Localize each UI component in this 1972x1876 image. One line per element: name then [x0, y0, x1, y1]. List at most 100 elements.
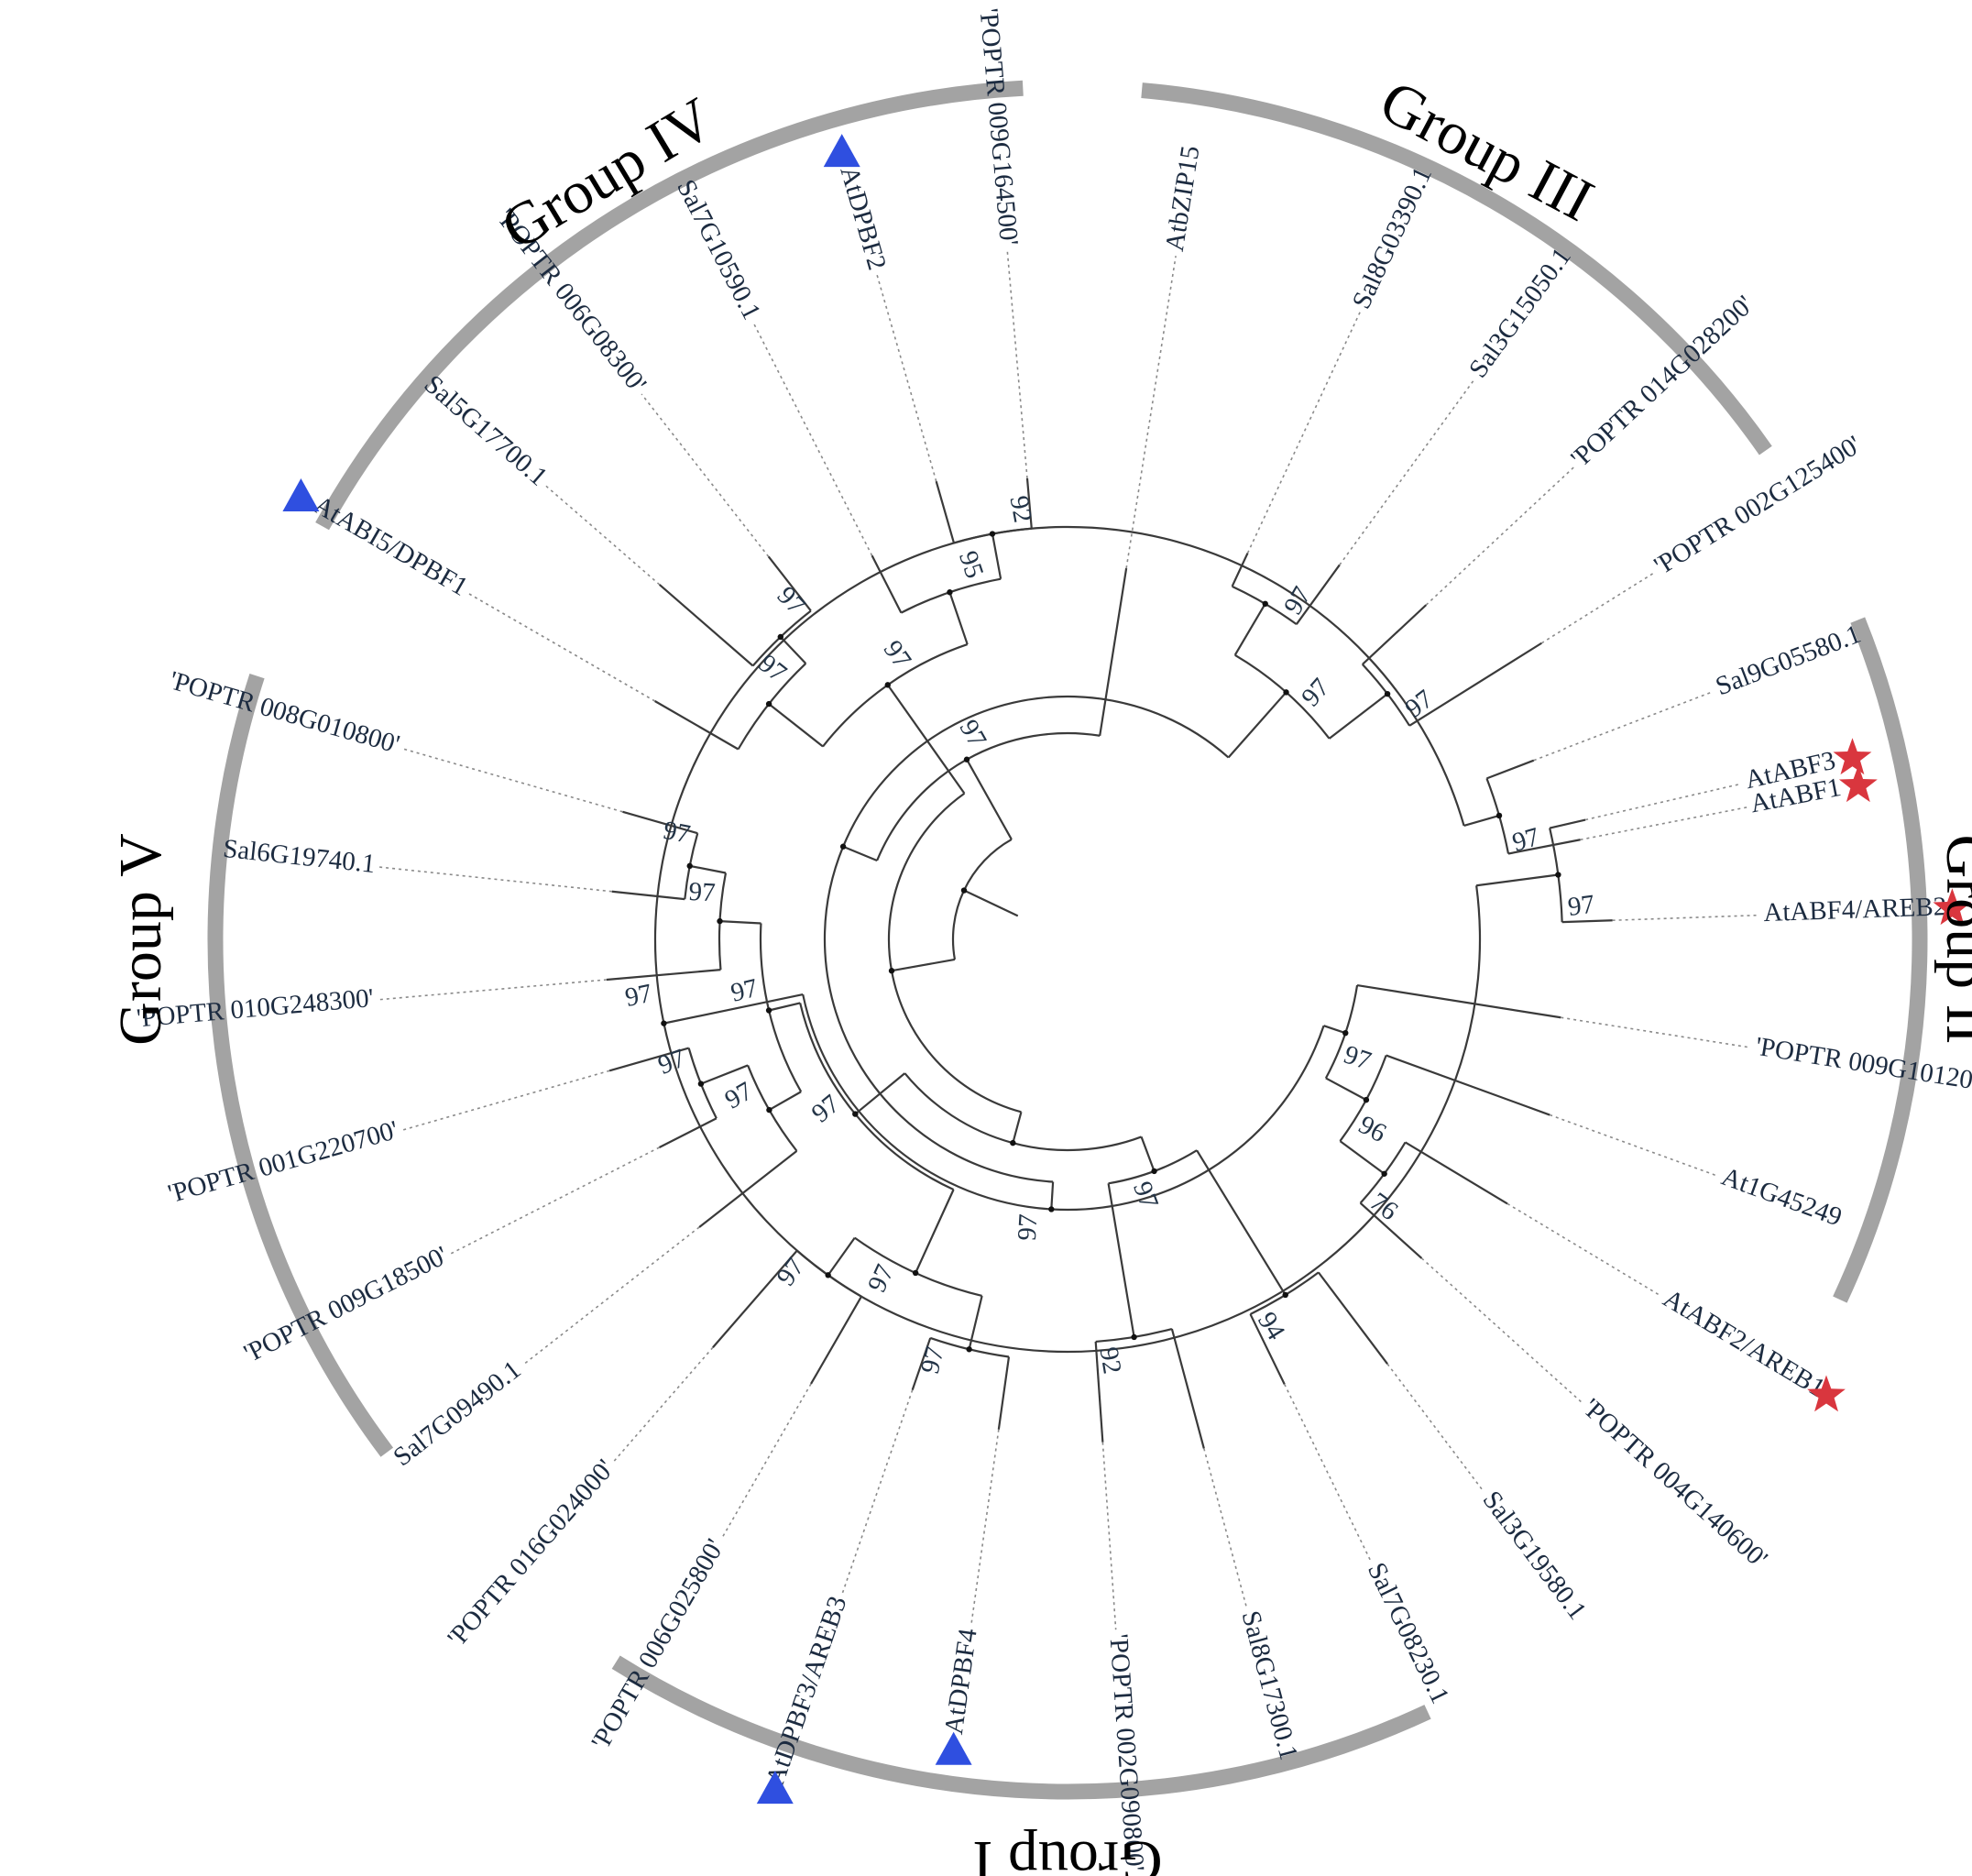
branch-t_dpbf2 — [935, 480, 956, 543]
tip-label: Sal9G05580.1 — [1712, 620, 1865, 702]
branch-t_p009b — [658, 1117, 718, 1148]
branch-n_g5a — [689, 864, 727, 874]
tip-label: Sal3G19580.1 — [1476, 1486, 1592, 1625]
branch-t_sal7a — [871, 554, 903, 614]
branch-t_p006a — [767, 555, 812, 612]
branch-t_sal3b — [1317, 1271, 1388, 1365]
tip-label: AtDPBF4 — [939, 1627, 983, 1737]
tip-leader — [1420, 1257, 1583, 1403]
branch-n_g1b — [968, 1295, 983, 1350]
tip-label: Sal7G09490.1 — [388, 1355, 526, 1472]
branch-t_dpbf3 — [911, 1337, 932, 1391]
tip-label: At1G45249 — [1717, 1162, 1846, 1233]
bootstrap-label: 95 — [953, 547, 990, 582]
branch-t_abf1 — [1507, 839, 1581, 855]
tip-leader — [402, 1070, 610, 1131]
tip-label: AtABI5/DPBF1 — [309, 490, 473, 602]
tip-label: 'POPTR 001G220700' — [165, 1115, 401, 1209]
tip-leader — [641, 393, 770, 557]
tip-leader — [970, 1429, 1000, 1625]
node-n_g5d — [766, 1106, 772, 1114]
blue-triangle-icon — [823, 134, 860, 168]
branch-t_p008 — [622, 810, 698, 835]
tip-leader — [378, 979, 607, 1001]
tip-label: Sal8G03390.1 — [1347, 162, 1438, 313]
node-n_bzip — [963, 756, 970, 762]
bootstrap-label: 97 — [661, 816, 693, 850]
branch-n_g4root — [886, 684, 966, 795]
node-n_g1d — [1131, 1333, 1137, 1341]
node-n_g4link — [888, 968, 895, 974]
bootstrap-label: 97 — [954, 715, 992, 752]
tip-leader — [1506, 1202, 1661, 1297]
bootstrap-label: 97 — [862, 1260, 900, 1297]
node-n_g5root — [852, 1111, 859, 1117]
branch-n_g1c — [915, 1189, 955, 1274]
branch-t_p006b — [810, 1296, 862, 1385]
branch-n_g5e — [768, 1002, 801, 1012]
branch-t_p002a — [1408, 642, 1542, 727]
branch-t_sal6 — [611, 890, 685, 901]
node-n_g2root — [1048, 1206, 1055, 1212]
node-n_g5e — [765, 1007, 772, 1014]
bootstrap-label: 94 — [1252, 1307, 1291, 1345]
bootstrap-label: 97 — [806, 1089, 846, 1128]
branch-t_abi5 — [654, 700, 740, 751]
branch-t_dpbf4 — [997, 1356, 1011, 1430]
tip-leader — [1284, 1383, 1372, 1562]
node-n_g4root — [884, 682, 891, 688]
tip-leader — [467, 592, 656, 702]
tip-label: 'POPTR 016G024000' — [442, 1454, 619, 1653]
blue-triangle-icon — [756, 1771, 794, 1805]
tip-leader — [1203, 1448, 1248, 1608]
branch-n_g3plus — [842, 845, 878, 862]
node-n_abf2 — [1381, 1170, 1387, 1177]
branch-arc-n_abfall — [653, 525, 1482, 1354]
branch-t_abf3 — [1549, 818, 1586, 829]
branch-n_g1e — [1196, 1149, 1287, 1296]
tip-leader — [1533, 690, 1715, 762]
tip-leader — [1540, 572, 1655, 644]
branch-t_bzip15 — [1099, 567, 1128, 736]
tip-leader — [720, 1383, 812, 1540]
tip-label: 'POPTR 008G010800' — [166, 665, 402, 759]
tip-leader — [402, 748, 623, 813]
branch-n_g1sum — [1012, 1112, 1023, 1144]
group-arc-g3 — [1141, 82, 1772, 455]
branch-n_g5root — [854, 1072, 906, 1115]
branch-n_abf2 — [1339, 1140, 1386, 1175]
branch-n_g3a — [1233, 603, 1266, 656]
node-n_g4d — [765, 700, 772, 708]
node-n_at1g — [1363, 1096, 1370, 1103]
tip-label: AtbZIP15 — [1160, 144, 1206, 254]
branch-t_p016 — [712, 1249, 798, 1349]
node-n_abfall — [661, 1020, 667, 1026]
bootstrap-label: 97 — [771, 1253, 810, 1291]
branch-t_p009a — [1025, 477, 1033, 529]
tip-leader — [1425, 466, 1574, 606]
branch-t_sal9 — [1486, 759, 1535, 780]
branch-n_g4a — [991, 533, 1002, 579]
node-n_g4a — [989, 531, 996, 537]
bootstrap-label: 97 — [720, 1076, 758, 1114]
branch-n_g4b — [948, 591, 969, 645]
branch-n_g3root — [1227, 691, 1287, 759]
branch-t_sal8b — [1170, 1328, 1205, 1449]
node-n_g5b — [717, 917, 723, 925]
red-star-icon — [1807, 1375, 1846, 1412]
node-n_abf34 — [1555, 872, 1561, 878]
blue-triangle-icon — [935, 1731, 972, 1765]
branch-n_g4d — [768, 703, 824, 748]
node-n_g5a — [686, 862, 693, 870]
branch-t_p010 — [606, 969, 721, 982]
tip-leader — [1580, 806, 1747, 841]
group-arc-g2 — [1833, 617, 1928, 1303]
branch-n_g5b — [719, 920, 761, 925]
tip-label: AtDPBF2 — [834, 163, 892, 273]
branch-n_g1f — [1140, 1136, 1156, 1172]
tip-leader — [1561, 1016, 1751, 1048]
red-star-icon — [1933, 888, 1972, 926]
branch-t_p009c — [1356, 983, 1561, 1019]
bootstrap-label: 97 — [1013, 1213, 1044, 1242]
